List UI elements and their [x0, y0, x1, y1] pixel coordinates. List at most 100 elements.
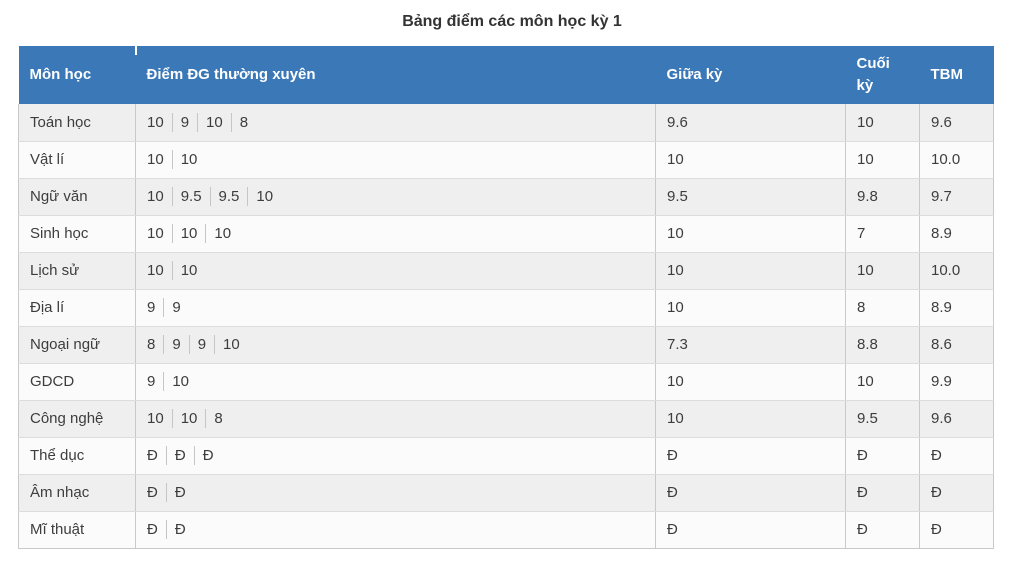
score-value: 9: [147, 299, 156, 316]
subject-cell: Sinh học: [18, 215, 136, 253]
tbm-cell: 8.6: [919, 326, 994, 364]
score-value: Đ: [165, 520, 194, 539]
final-cell: 9.8: [845, 178, 920, 216]
score-value: 10: [147, 151, 164, 168]
regular-scores-group: 10 10 8: [147, 409, 231, 428]
score-value: 8: [205, 409, 230, 428]
subject-cell: Thể dục: [18, 437, 136, 475]
table-row: Vật lí 10 10 10 10 10.0: [18, 141, 994, 179]
score-value: 10: [247, 187, 281, 206]
score-value: Đ: [147, 484, 158, 501]
score-value: 10: [147, 188, 164, 205]
regular-scores-cell: 10 10: [135, 252, 656, 290]
score-value: 8: [147, 336, 156, 353]
subject-cell: Địa lí: [18, 289, 136, 327]
score-value: 10: [147, 262, 164, 279]
tbm-cell: 9.6: [919, 104, 994, 142]
tbm-cell: 8.9: [919, 215, 994, 253]
score-value: 10: [171, 409, 206, 428]
final-cell: Đ: [845, 474, 920, 512]
grade-table: Môn học Điểm ĐG thường xuyên Giữa kỳ Cuố…: [18, 46, 994, 549]
midterm-cell: 9.6: [655, 104, 846, 142]
header-row: Môn học Điểm ĐG thường xuyên Giữa kỳ Cuố…: [18, 46, 994, 104]
midterm-cell: 9.5: [655, 178, 846, 216]
table-row: Ngữ văn 10 9.5 9.5 10 9.5 9.8 9.7: [18, 178, 994, 216]
midterm-cell: 10: [655, 363, 846, 401]
tbm-cell: 8.9: [919, 289, 994, 327]
table-row: Công nghệ 10 10 8 10 9.5 9.6: [18, 400, 994, 438]
regular-scores-cell: 10 10 10: [135, 215, 656, 253]
tbm-cell: Đ: [919, 437, 994, 475]
score-value: 10: [197, 112, 231, 132]
table-row: GDCD 9 10 10 10 9.9: [18, 363, 994, 401]
regular-scores-group: 10 10: [147, 261, 205, 280]
midterm-cell: Đ: [655, 511, 846, 549]
final-cell: 10: [845, 252, 920, 290]
score-value: 10: [171, 224, 206, 243]
score-value: 10: [147, 113, 164, 131]
subject-cell: Ngữ văn: [18, 178, 136, 216]
score-value: 9: [163, 298, 188, 317]
score-value: Đ: [193, 446, 222, 465]
score-value: 9: [163, 335, 188, 354]
page-title: Bảng điểm các môn học kỳ 1: [402, 13, 622, 30]
col-header-tbm: TBM: [919, 46, 994, 104]
regular-scores-cell: 10 10: [135, 141, 656, 179]
grade-table-body: Toán học 10 9 10 8 9.6 10 9.6 Vật lí 10 10 10 10 10.0…: [18, 104, 994, 549]
tbm-cell: 9.9: [919, 363, 994, 401]
regular-scores-group: 10 9 10 8: [147, 112, 256, 132]
final-cell: 10: [845, 141, 920, 179]
midterm-cell: 10: [655, 252, 846, 290]
score-value: 9: [171, 112, 197, 132]
final-cell: Đ: [845, 437, 920, 475]
final-cell: Đ: [845, 511, 920, 549]
tbm-cell: 9.7: [919, 178, 994, 216]
final-cell: 7: [845, 215, 920, 253]
score-value: 10: [171, 150, 206, 169]
regular-scores-cell: 8 9 9 10: [135, 326, 656, 364]
midterm-cell: Đ: [655, 474, 846, 512]
table-row: Địa lí 9 9 10 8 8.9: [18, 289, 994, 327]
score-value: 9: [147, 373, 156, 390]
col-header-subject: Môn học: [18, 46, 136, 104]
subject-cell: Ngoại ngữ: [18, 326, 136, 364]
score-value: Đ: [147, 447, 158, 464]
score-value: 10: [147, 410, 164, 427]
grade-table-header: Môn học Điểm ĐG thường xuyên Giữa kỳ Cuố…: [18, 46, 994, 104]
score-value: 9.5: [171, 187, 210, 206]
tbm-cell: Đ: [919, 474, 994, 512]
col-header-final: Cuối kỳ: [845, 46, 920, 104]
subject-cell: Lịch sử: [18, 252, 136, 290]
final-cell: 8: [845, 289, 920, 327]
regular-scores-cell: 10 9 10 8: [135, 104, 656, 142]
subject-cell: Vật lí: [18, 141, 136, 179]
subject-cell: GDCD: [18, 363, 136, 401]
score-value: 9.5: [209, 187, 248, 206]
final-cell: 8.8: [845, 326, 920, 364]
midterm-cell: 10: [655, 215, 846, 253]
subject-cell: Âm nhạc: [18, 474, 136, 512]
col-header-midterm: Giữa kỳ: [655, 46, 846, 104]
regular-scores-cell: 9 10: [135, 363, 656, 401]
score-value: 8: [230, 112, 256, 132]
tbm-cell: 9.6: [919, 400, 994, 438]
midterm-cell: 10: [655, 141, 846, 179]
subject-cell: Mĩ thuật: [18, 511, 136, 549]
table-row: Ngoại ngữ 8 9 9 10 7.3 8.8 8.6: [18, 326, 994, 364]
subject-cell: Toán học: [18, 104, 136, 142]
tbm-cell: 10.0: [919, 252, 994, 290]
final-cell: 10: [845, 363, 920, 401]
regular-scores-group: 9 10: [147, 372, 197, 391]
score-value: 9: [188, 335, 214, 354]
regular-scores-group: 8 9 9 10: [147, 335, 248, 354]
score-value: 10: [147, 225, 164, 242]
score-value: 10: [163, 372, 197, 391]
regular-scores-cell: 10 9.5 9.5 10: [135, 178, 656, 216]
